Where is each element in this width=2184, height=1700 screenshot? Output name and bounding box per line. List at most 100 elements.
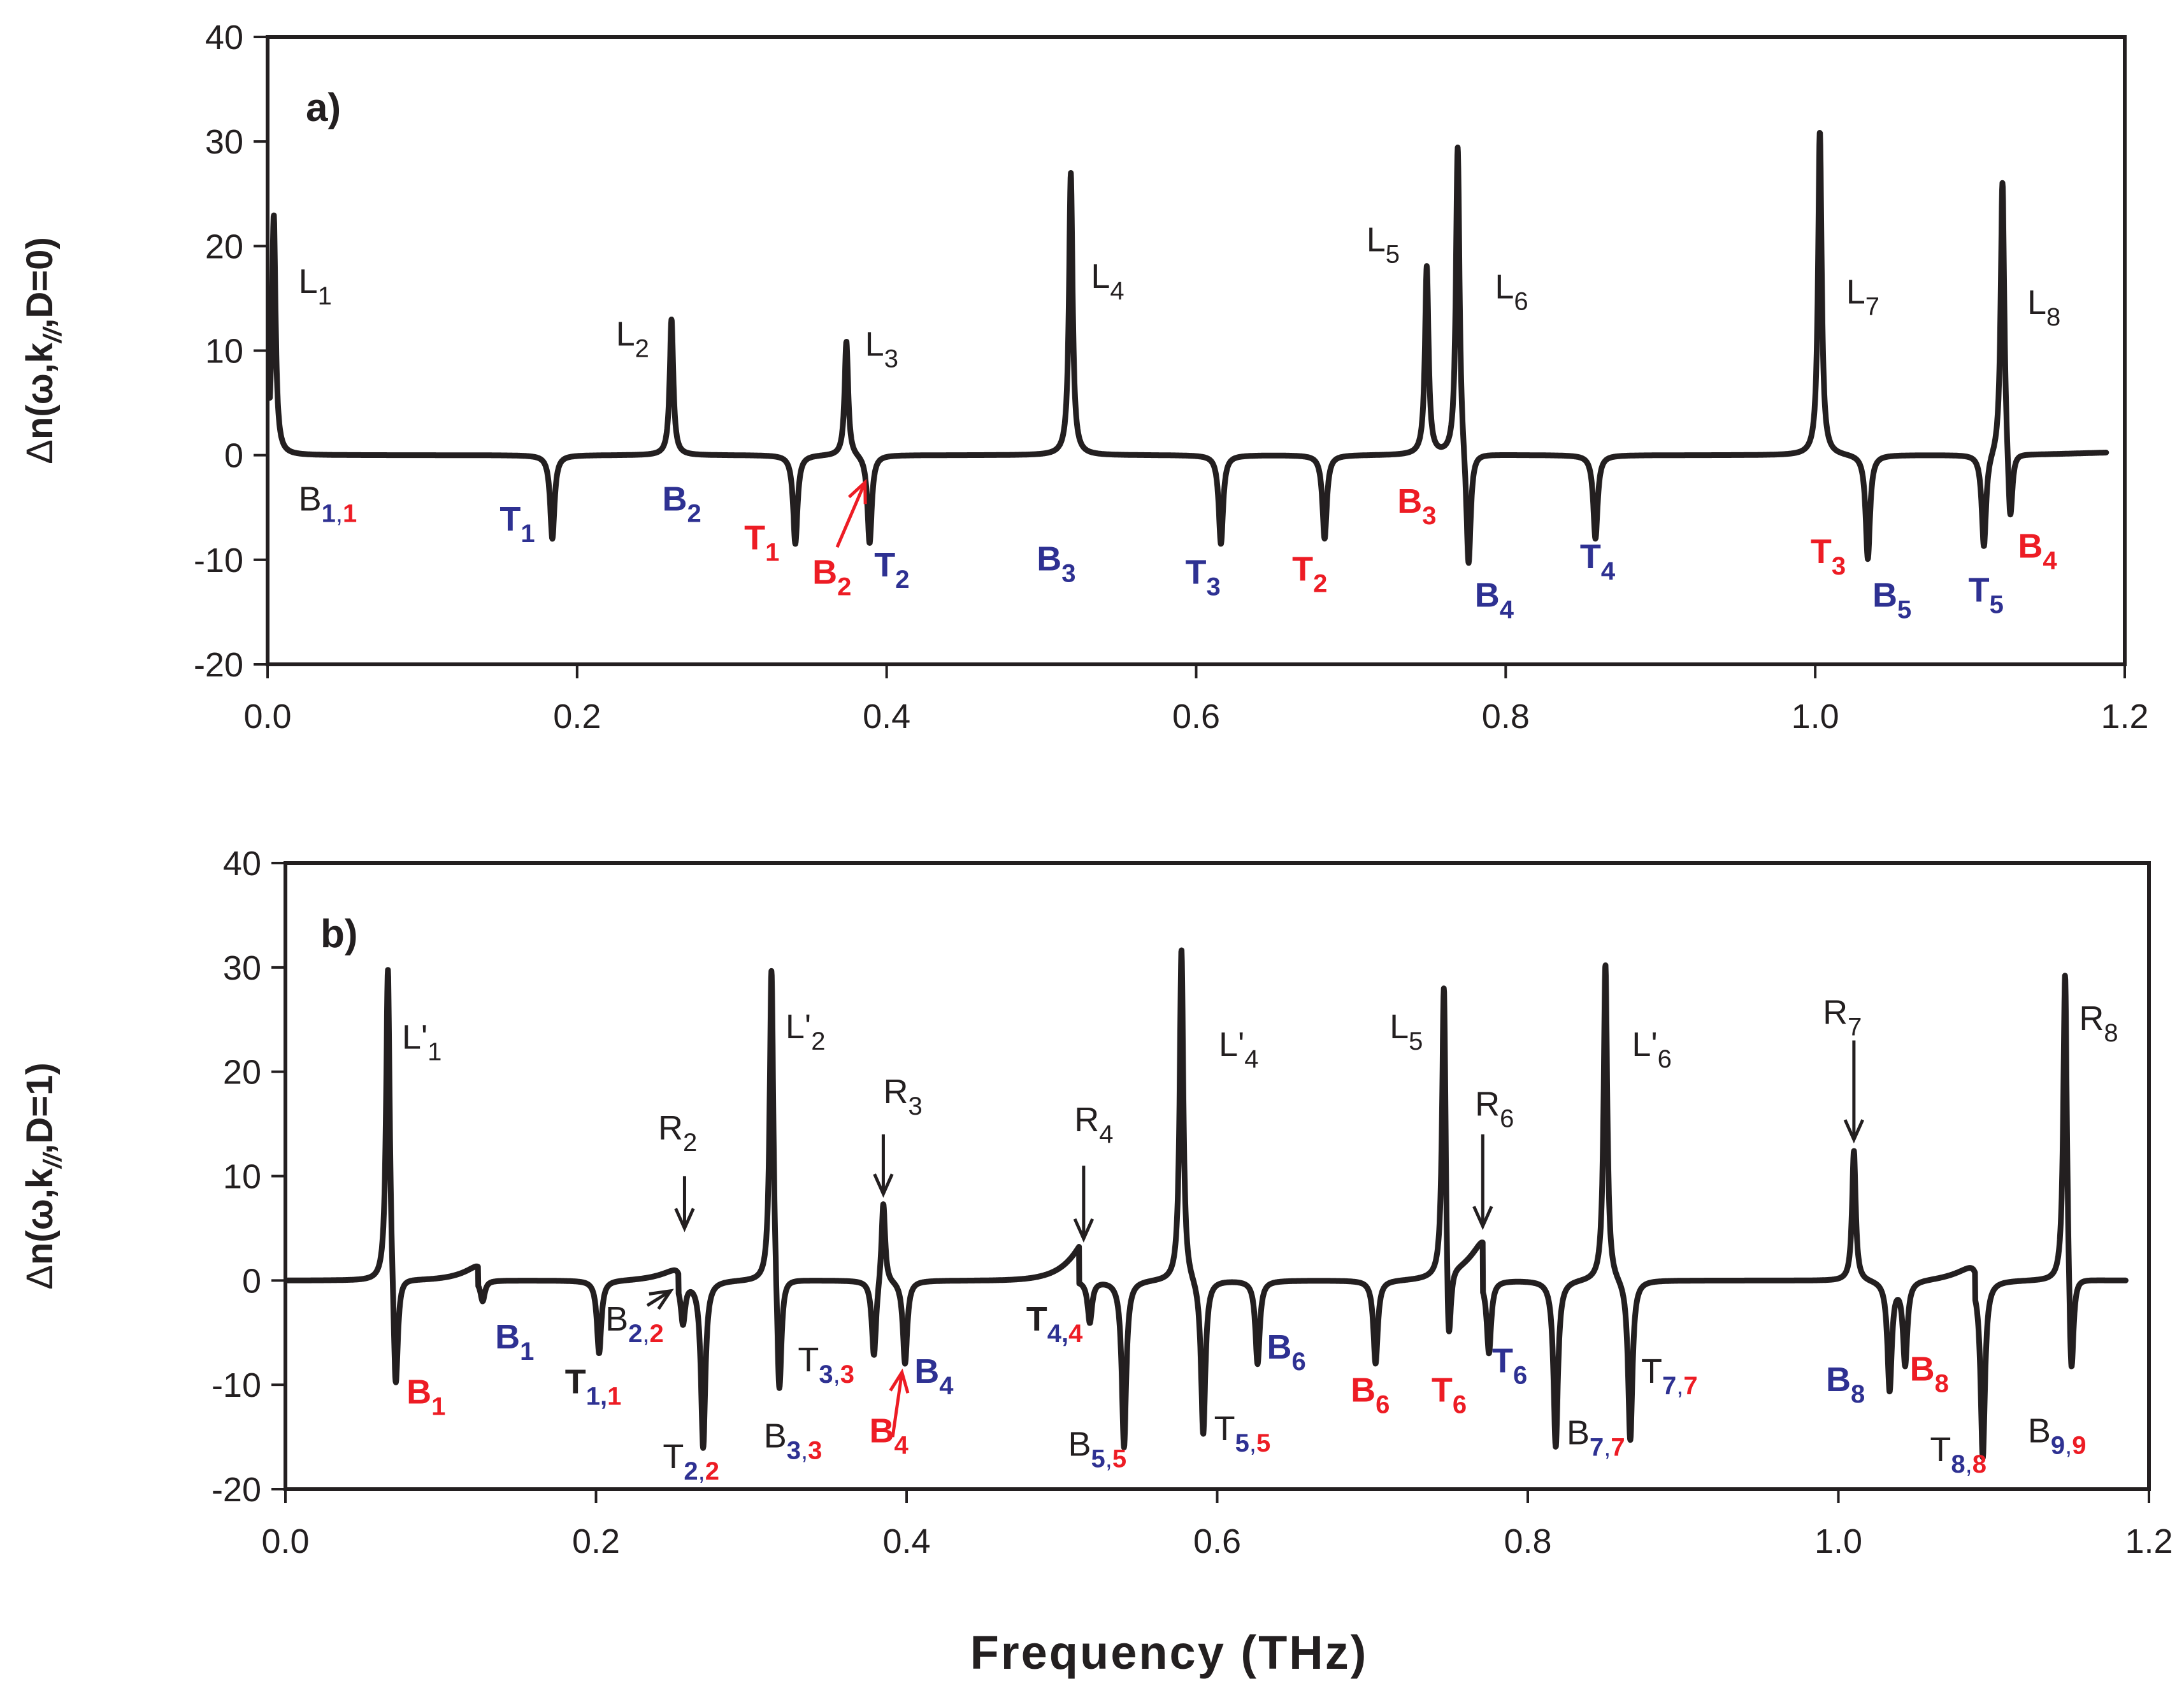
peak-label-b: B1 <box>406 1373 445 1421</box>
annotation-arrow-b <box>1843 1040 1865 1144</box>
y-tick-label-b: 0 <box>242 1262 261 1300</box>
annotation-arrow-b <box>1073 1166 1095 1243</box>
peak-label-b: T6 <box>1492 1342 1527 1390</box>
peak-label-b: B4 <box>914 1352 954 1400</box>
peak-label-b: B3,3 <box>764 1417 823 1464</box>
peak-label-a: B4 <box>2018 527 2057 575</box>
peak-label-b: T8,8 <box>1930 1431 1986 1478</box>
peak-label-a: T3 <box>1811 532 1846 580</box>
peak-label-b: B7,7 <box>1567 1414 1625 1462</box>
peak-label-a: B2 <box>812 554 851 601</box>
x-tick-label-a: 0.0 <box>243 697 291 736</box>
peak-label-b: T2,2 <box>663 1438 719 1485</box>
peak-label-b: L'6 <box>1632 1025 1672 1073</box>
annotation-arrow-b <box>889 1368 910 1438</box>
y-tick-label-a: 30 <box>205 123 243 161</box>
series-line-b <box>285 947 2129 1461</box>
y-tick-label-a: -20 <box>194 646 243 684</box>
y-tick-label-a: 10 <box>205 332 243 371</box>
chart-panel-a: -20 -10 0 10 20 30 40 0.0 0.2 0.4 0.6 0.8 1.0 1.2 Δn(ω… <box>19 18 2149 736</box>
peak-label-a: T1 <box>744 518 779 566</box>
peak-label-b: B4 <box>870 1411 909 1459</box>
peak-label-b: R3 <box>883 1073 922 1120</box>
peak-label-b: B9,9 <box>2028 1411 2087 1459</box>
peak-label-a: L5 <box>1367 221 1400 269</box>
peak-label-b: L5 <box>1390 1008 1423 1055</box>
x-tick-label-a: 1.2 <box>2101 697 2148 736</box>
peak-label-a: L1 <box>299 262 332 310</box>
peak-label-a: B3 <box>1397 482 1436 530</box>
x-tick-label-a: 0.4 <box>863 697 910 736</box>
peak-label-a: T4 <box>1580 538 1616 585</box>
peak-label-a: L7 <box>1846 273 1879 321</box>
x-tick-label-b: 0.4 <box>882 1522 930 1561</box>
x-tick-label-a: 0.2 <box>553 697 601 736</box>
x-tick-label-b: 0.0 <box>261 1522 309 1561</box>
peak-label-a: L3 <box>865 325 898 373</box>
peak-label-b: L'1 <box>402 1018 442 1066</box>
peak-label-a: L8 <box>2027 283 2060 331</box>
peak-label-b: B2,2 <box>605 1300 664 1348</box>
peak-label-a: B1,1 <box>299 480 357 528</box>
peak-label-b: B1 <box>495 1318 534 1366</box>
y-tick-label-b: 10 <box>223 1158 261 1196</box>
peak-label-a: B2 <box>662 480 701 528</box>
peak-label-b: B6 <box>1351 1371 1390 1418</box>
peak-label-b: B5,5 <box>1068 1425 1127 1473</box>
peak-label-b: B8 <box>1826 1361 1865 1408</box>
annotation-arrow-b <box>646 1289 674 1310</box>
x-axis-label: Frequency (THz) <box>970 1626 1369 1679</box>
peak-label-a: T2 <box>874 546 909 594</box>
peak-label-a: B4 <box>1475 576 1514 624</box>
annotation-arrow-b <box>674 1176 695 1232</box>
y-axis-label-b: Δn(ω,k//,D=1) <box>19 1062 67 1290</box>
x-tick-label-a: 0.6 <box>1172 697 1220 736</box>
peak-label-b: T4,4 <box>1026 1300 1083 1348</box>
peak-label-b: T7,7 <box>1641 1352 1698 1400</box>
x-tick-label-b: 1.0 <box>1814 1522 1862 1561</box>
peak-label-b: L'2 <box>786 1008 826 1055</box>
peak-label-b: T5,5 <box>1214 1410 1271 1457</box>
peak-label-b: R6 <box>1475 1085 1514 1132</box>
y-tick-label-b: 40 <box>223 845 261 883</box>
peak-label-a: T5 <box>1969 571 2004 619</box>
x-tick-label-b: 0.8 <box>1504 1522 1551 1561</box>
x-tick-label-a: 1.0 <box>1792 697 1839 736</box>
peak-label-a: T1 <box>499 500 535 548</box>
y-axis-label-a: Δn(ω,k//,D=0) <box>19 237 67 464</box>
y-tick-label-a: 40 <box>205 18 243 57</box>
peak-label-a: L6 <box>1495 268 1528 315</box>
annotation-arrow-b <box>873 1134 894 1198</box>
annotation-arrow-a <box>835 478 867 548</box>
peak-label-a: B3 <box>1037 539 1075 587</box>
x-tick-label-a: 0.8 <box>1482 697 1530 736</box>
peak-label-a: L2 <box>616 315 649 362</box>
chart-panel-b: -20 -10 0 10 20 30 40 0.0 0.2 0.4 0.6 0.8 1.0 1.2 Δn(ω… <box>19 845 2173 1561</box>
panel-label-a: a) <box>306 86 341 130</box>
y-tick-label-b: -10 <box>212 1366 261 1404</box>
panel-label-b: b) <box>320 912 358 956</box>
peak-label-a: L4 <box>1091 257 1124 305</box>
peak-label-a: T3 <box>1185 554 1220 601</box>
peak-label-b: T3,3 <box>798 1341 854 1389</box>
y-tick-label-a: 20 <box>205 227 243 266</box>
y-tick-label-a: -10 <box>194 541 243 580</box>
peak-label-b: B6 <box>1267 1328 1306 1376</box>
series-line-a <box>267 130 2109 566</box>
x-tick-label-b: 0.2 <box>572 1522 620 1561</box>
peak-label-b: L'4 <box>1219 1025 1259 1073</box>
peak-label-a: T2 <box>1292 550 1327 598</box>
peak-label-b: R8 <box>2079 999 2118 1047</box>
peak-label-b: R2 <box>658 1109 697 1157</box>
peak-label-b: T6 <box>1432 1371 1467 1418</box>
y-tick-label-b: -20 <box>212 1471 261 1509</box>
peak-label-b: R4 <box>1074 1101 1113 1148</box>
x-tick-label-b: 0.6 <box>1193 1522 1241 1561</box>
y-tick-label-b: 30 <box>223 949 261 987</box>
peak-label-b: R7 <box>1823 993 1862 1041</box>
y-tick-label-a: 0 <box>224 437 243 475</box>
peak-label-b: T1,1 <box>565 1362 622 1410</box>
annotation-arrow-b <box>1472 1134 1493 1231</box>
peak-label-b: B8 <box>1910 1350 1949 1398</box>
